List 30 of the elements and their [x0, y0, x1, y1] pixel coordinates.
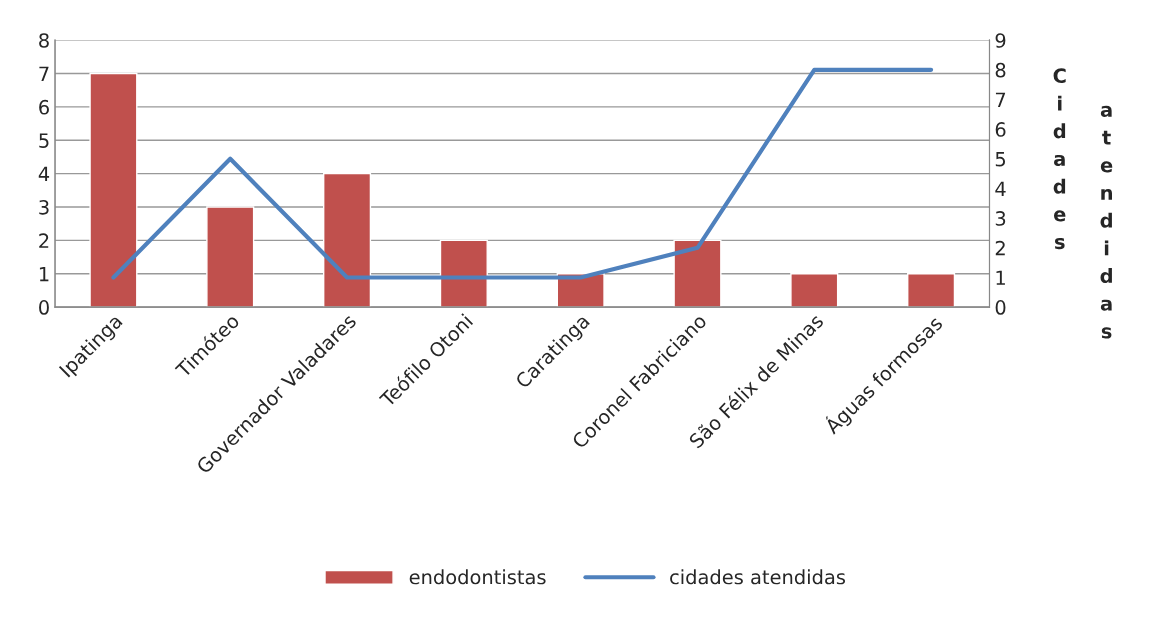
y2-tick-label: 9: [995, 33, 1006, 48]
bar: [673, 239, 722, 308]
y-tick-label: 1: [39, 266, 49, 282]
y-tick-label: 0: [39, 300, 49, 315]
y-tick-label: 8: [39, 33, 49, 48]
y2-tick-label: 7: [995, 92, 1006, 107]
y2-tick-label: 3: [995, 211, 1006, 226]
text: Cidades atendidas: [1053, 68, 1113, 339]
bar: [907, 273, 956, 308]
bar: [439, 239, 488, 308]
y-tick-label: 7: [39, 66, 49, 81]
y-tick-label: 2: [39, 233, 49, 248]
y-tick-label: 4: [38, 166, 50, 182]
y-tick-label: 6: [39, 99, 49, 115]
bar: [206, 206, 255, 308]
legend-label: cidades atendidas: [670, 569, 846, 585]
y2-tick-label: 8: [995, 62, 1006, 78]
line-series: [111, 67, 934, 280]
y2-tick-label: 6: [995, 122, 1006, 137]
bar: [322, 172, 372, 308]
y-tick-label: 3: [39, 199, 49, 215]
y-tick-label: 5: [39, 133, 49, 148]
bar: [89, 72, 138, 308]
legend-label: endodontistas: [409, 569, 546, 585]
y2-tick-label: 0: [995, 300, 1006, 315]
y2-tick-label: 1: [996, 270, 1005, 285]
y2-tick-label: 2: [995, 240, 1005, 256]
y2-tick-label: 4: [995, 181, 1006, 196]
bar: [790, 273, 839, 308]
y2-tick-label: 5: [995, 152, 1006, 167]
